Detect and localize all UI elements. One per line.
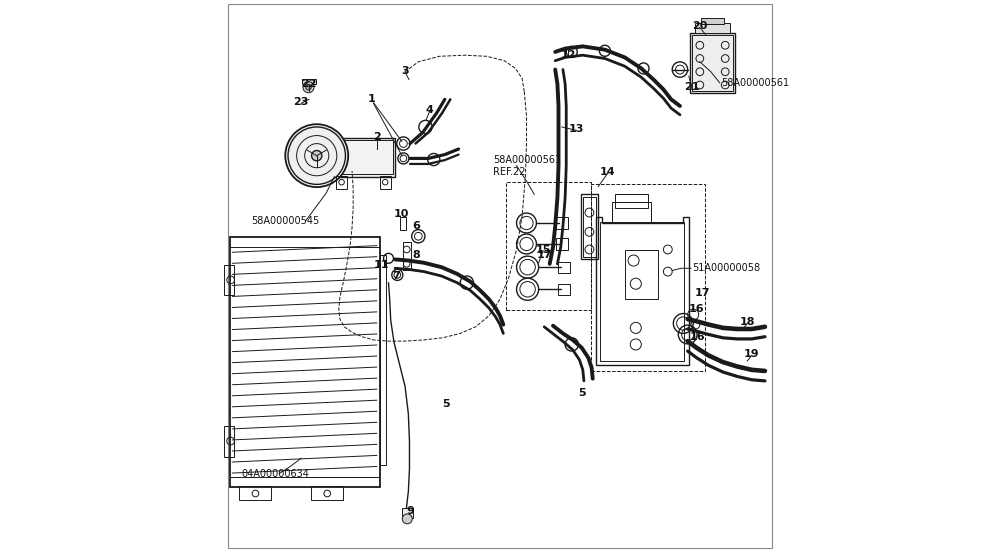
Circle shape <box>312 151 322 161</box>
Text: 11: 11 <box>374 260 390 270</box>
Text: 2: 2 <box>374 132 381 142</box>
Bar <box>690 33 735 93</box>
Text: 5: 5 <box>442 399 450 409</box>
Text: 58A00000561: 58A00000561 <box>721 78 789 88</box>
Text: 17: 17 <box>536 250 552 260</box>
Text: 20: 20 <box>692 22 708 31</box>
Text: 7: 7 <box>392 271 400 281</box>
Text: 17: 17 <box>694 288 710 298</box>
Bar <box>336 176 347 189</box>
Text: 14: 14 <box>600 167 615 177</box>
Bar <box>334 140 393 174</box>
Circle shape <box>402 514 412 524</box>
Text: 5: 5 <box>578 388 586 398</box>
Text: 16: 16 <box>689 304 704 314</box>
Text: 16: 16 <box>690 332 705 342</box>
Bar <box>600 222 684 361</box>
Bar <box>556 217 568 229</box>
Bar <box>224 265 234 295</box>
Bar <box>692 35 733 91</box>
Bar <box>380 176 391 189</box>
Bar <box>558 284 570 295</box>
Text: 04A00000634: 04A00000634 <box>242 469 310 479</box>
Text: 8: 8 <box>412 250 420 260</box>
Circle shape <box>306 84 311 90</box>
Bar <box>591 184 705 371</box>
Text: 12: 12 <box>561 50 576 60</box>
Text: 13: 13 <box>568 124 584 134</box>
Text: 21: 21 <box>684 82 700 92</box>
Text: 18: 18 <box>740 317 755 327</box>
Bar <box>695 23 730 33</box>
Text: 19: 19 <box>744 349 760 359</box>
Bar <box>556 238 568 250</box>
Bar <box>304 83 313 86</box>
Text: 51A00000058: 51A00000058 <box>692 263 760 273</box>
Bar <box>701 18 724 24</box>
Text: 1: 1 <box>368 94 376 104</box>
Bar <box>583 197 596 257</box>
Text: 4: 4 <box>426 105 434 115</box>
Text: 15: 15 <box>535 245 551 254</box>
Bar <box>625 250 658 299</box>
Text: 23: 23 <box>294 97 309 107</box>
Bar <box>224 426 234 457</box>
Bar <box>402 508 413 518</box>
Bar <box>612 202 651 223</box>
Bar <box>332 138 395 177</box>
Text: 58A00000545: 58A00000545 <box>252 216 320 226</box>
Text: 58A00000561: 58A00000561 <box>493 155 562 165</box>
Bar <box>403 242 411 270</box>
Text: 9: 9 <box>407 506 415 516</box>
Text: 22: 22 <box>301 79 317 89</box>
Circle shape <box>285 124 348 187</box>
Text: REF.22: REF.22 <box>493 167 526 177</box>
Bar <box>558 262 570 273</box>
Text: 6: 6 <box>412 221 420 231</box>
Bar <box>506 182 591 310</box>
Bar <box>615 194 648 208</box>
Circle shape <box>303 82 314 93</box>
Bar <box>239 486 271 500</box>
Bar <box>302 79 316 84</box>
Bar <box>311 486 343 500</box>
Bar <box>230 237 380 487</box>
Bar <box>581 194 598 259</box>
Text: 10: 10 <box>394 209 409 219</box>
Bar <box>591 184 705 371</box>
Bar <box>380 255 386 465</box>
Bar <box>400 217 406 230</box>
Text: 3: 3 <box>401 66 409 76</box>
